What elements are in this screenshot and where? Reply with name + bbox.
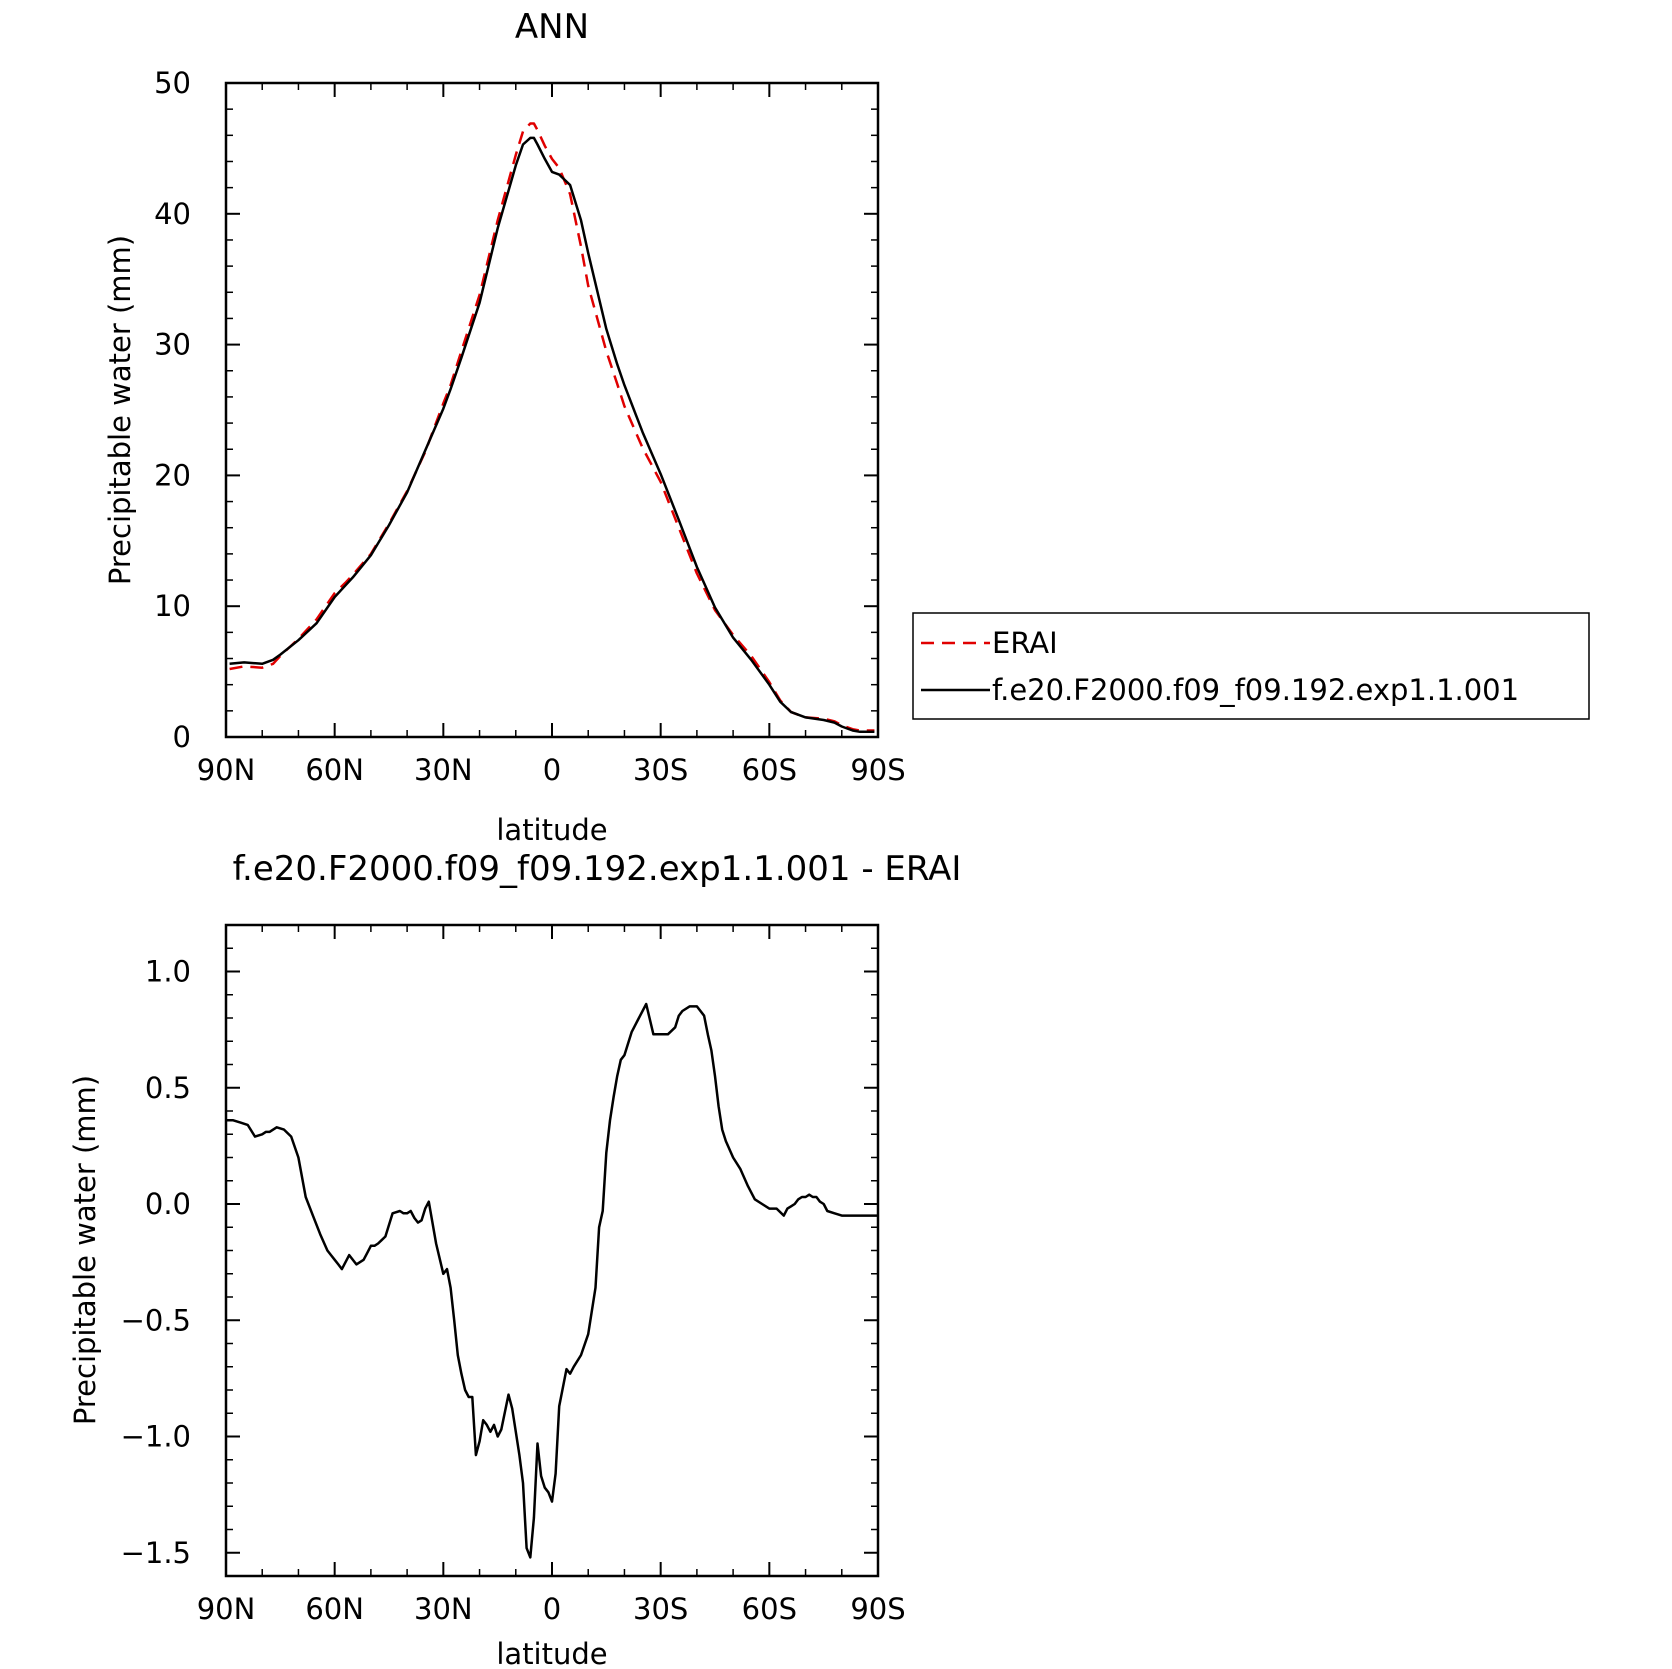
legend-entry-model: f.e20.F2000.f09_f09.192.exp1.1.001 [992,673,1519,707]
y-tick-label: −0.5 [121,1303,191,1337]
y-tick-label: 30 [154,328,191,362]
y-tick-label: 20 [154,458,191,492]
y-tick-label: −1.0 [121,1420,191,1454]
y-tick-label: 0 [173,720,191,754]
x-tick-label: 60S [742,1592,797,1626]
y-axis-label: Precipitable water (mm) [103,235,137,585]
plot-frame [224,81,880,739]
legend-entry-erai: ERAI [992,626,1058,660]
x-tick-label: 60N [305,1592,364,1626]
series-line-erai [229,122,875,732]
series-lines [229,122,875,734]
y-tick-label: 1.0 [145,955,191,989]
y-tick-label: 40 [154,197,191,231]
mean-precipitable-water-panel: ANN 90N 60N 30N 0 30S 60S 90S 0 10 20 30 40 50 latit… [103,7,906,847]
x-tick-label: 60N [305,753,364,787]
x-tick-label: 90S [850,753,905,787]
x-tick-label: 30N [414,1592,473,1626]
series-lines [226,1002,878,1559]
y-axis-label: Precipitable water (mm) [68,1075,102,1425]
x-axis-label: latitude [496,1637,607,1669]
chart-title: f.e20.F2000.f09_f09.192.exp1.1.001 - ERA… [233,849,962,889]
difference-panel: f.e20.F2000.f09_f09.192.exp1.1.001 - ERA… [68,849,961,1669]
x-tick-label: 0 [543,753,561,787]
x-tick-label: 30N [414,753,473,787]
y-tick-label: −1.5 [121,1536,191,1570]
series-line-model [226,1002,878,1559]
x-tick-label: 0 [543,1592,561,1626]
series-line-model [229,136,875,734]
y-tick-label: 0.0 [145,1187,191,1221]
x-tick-label: 90S [850,1592,905,1626]
legend: ERAI f.e20.F2000.f09_f09.192.exp1.1.001 [912,612,1590,720]
chart-title: ANN [515,7,589,47]
x-tick-label: 30S [633,753,688,787]
x-axis-label: latitude [496,813,607,847]
x-tick-label: 90N [197,1592,256,1626]
axis-ticks: 90N 60N 30N 0 30S 60S 90S 1.0 0.5 0.0 −0.5 −1.0 −1.5 [121,924,906,1626]
x-tick-label: 30S [633,1592,688,1626]
y-tick-label: 50 [154,66,191,100]
legend-box [912,612,1590,720]
y-tick-label: 0.5 [145,1071,191,1105]
x-tick-label: 60S [742,753,797,787]
plot-frame [224,923,880,1578]
y-tick-label: 10 [154,589,191,623]
axis-ticks: 90N 60N 30N 0 30S 60S 90S 0 10 20 30 40 50 [154,66,906,787]
x-tick-label: 90N [197,753,256,787]
